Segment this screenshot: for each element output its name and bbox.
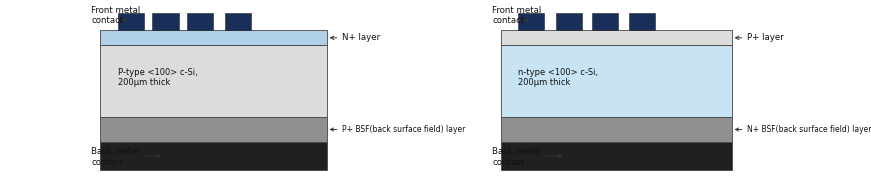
- Bar: [118, 13, 144, 30]
- Text: n-type <100> c-Si,
200μm thick: n-type <100> c-Si, 200μm thick: [518, 68, 598, 87]
- Text: Front metal
contact: Front metal contact: [492, 6, 542, 25]
- Bar: [518, 13, 544, 30]
- Bar: [556, 13, 582, 30]
- Bar: [187, 13, 213, 30]
- Bar: [629, 13, 655, 30]
- Bar: [152, 13, 179, 30]
- Bar: [501, 30, 732, 45]
- Bar: [100, 117, 327, 142]
- Bar: [501, 142, 732, 170]
- Bar: [100, 142, 327, 170]
- Text: P+ BSF(back surface field) layer: P+ BSF(back surface field) layer: [330, 125, 466, 134]
- Text: P-type <100> c-Si,
200μm thick: P-type <100> c-Si, 200μm thick: [118, 68, 198, 87]
- Bar: [501, 45, 732, 117]
- Text: Back metal
contact: Back metal contact: [91, 147, 159, 167]
- Text: N+ layer: N+ layer: [330, 33, 381, 42]
- Text: Back metal
contact: Back metal contact: [492, 147, 562, 167]
- Bar: [100, 45, 327, 117]
- Text: Front metal
contact: Front metal contact: [91, 6, 141, 25]
- Bar: [100, 30, 327, 45]
- Bar: [501, 117, 732, 142]
- Bar: [592, 13, 618, 30]
- Bar: [225, 13, 251, 30]
- Text: N+ BSF(back surface field) layer: N+ BSF(back surface field) layer: [735, 125, 871, 134]
- Text: P+ layer: P+ layer: [735, 33, 784, 42]
